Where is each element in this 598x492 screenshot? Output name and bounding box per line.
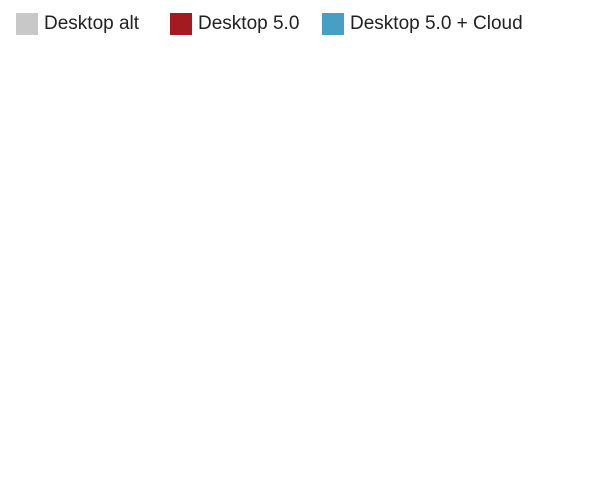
bar-c-series-2 <box>353 91 377 457</box>
legend-item-desktop-alt: Desktop alt <box>16 10 139 38</box>
bar-e-series-2 <box>554 235 578 457</box>
legend-item-desktop-5: Desktop 5.0 <box>170 10 299 38</box>
x-tick-label: E <box>534 475 545 492</box>
legend-label-desktop-5-cloud: Desktop 5.0 + Cloud <box>350 13 523 34</box>
y-tick-label: 40% <box>38 371 72 390</box>
y-tick-label: 120% <box>29 217 72 236</box>
y-tick-label: 200% <box>29 63 72 82</box>
legend-swatch-desktop-5 <box>170 13 192 35</box>
bar-b-series-1 <box>227 210 251 457</box>
y-tick-label: 60% <box>38 333 72 352</box>
bar-d-series-0 <box>401 264 425 457</box>
bar-a-series-2 <box>152 195 176 457</box>
bar-a-series-0 <box>100 264 124 457</box>
bar-b-series-0 <box>201 264 225 457</box>
y-tick-label: 160% <box>29 140 72 159</box>
bar-a-series-1 <box>126 212 150 457</box>
y-tick-label: 140% <box>29 179 72 198</box>
legend-label-desktop-5: Desktop 5.0 <box>198 13 300 34</box>
y-tick-label: 20% <box>38 410 72 429</box>
y-tick-label: 100% <box>29 256 72 275</box>
y-tick-label: 180% <box>29 102 72 121</box>
x-tick-label: A <box>133 475 145 492</box>
y-tick-label: 0% <box>47 448 72 467</box>
y-tick-label: 80% <box>38 294 72 313</box>
x-tick-label: D <box>433 475 445 492</box>
bar-e-series-0 <box>502 264 526 457</box>
legend-label-desktop-alt: Desktop alt <box>44 13 140 34</box>
bar-b-series-2 <box>253 187 277 457</box>
bar-d-series-2 <box>453 89 477 457</box>
bar-c-series-0 <box>301 264 325 457</box>
bar-d-series-1 <box>427 166 451 457</box>
x-tick-label: B <box>233 475 244 492</box>
legend-swatch-desktop-5-cloud <box>322 13 344 35</box>
bar-e-series-1 <box>528 243 552 457</box>
x-tick-label: C <box>333 475 345 492</box>
legend-item-desktop-5-cloud: Desktop 5.0 + Cloud <box>322 10 523 38</box>
bar-c-series-1 <box>327 166 351 457</box>
legend-swatch-desktop-alt <box>16 13 38 35</box>
